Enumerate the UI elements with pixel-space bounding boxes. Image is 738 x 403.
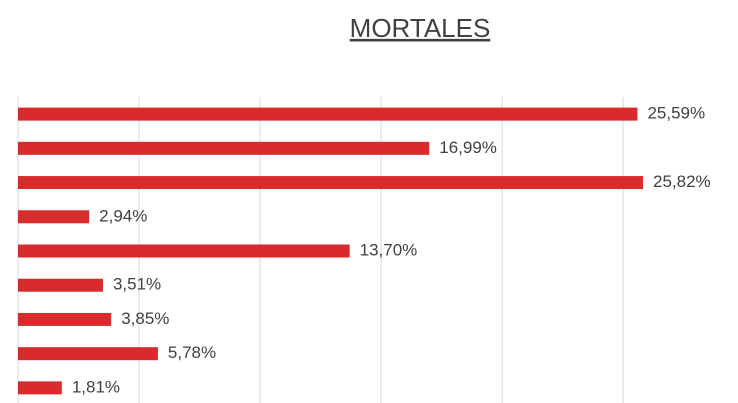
bar	[18, 141, 430, 155]
data-label: 5,78%	[168, 343, 216, 362]
data-label: 25,59%	[647, 104, 705, 123]
data-label: 2,94%	[99, 206, 147, 225]
bar	[18, 278, 103, 292]
bar	[18, 347, 158, 361]
data-label: 16,99%	[439, 138, 497, 157]
bar	[18, 176, 644, 190]
data-label: 3,51%	[113, 275, 161, 294]
data-label: 1,81%	[72, 377, 120, 396]
bar	[18, 244, 350, 258]
data-label: 13,70%	[360, 240, 418, 259]
bar	[18, 210, 90, 224]
chart-title: MORTALES	[350, 13, 491, 43]
bar	[18, 312, 112, 326]
bar	[18, 381, 62, 395]
bar	[18, 107, 638, 121]
data-label: 25,82%	[653, 172, 711, 191]
data-label: 3,85%	[121, 309, 169, 328]
